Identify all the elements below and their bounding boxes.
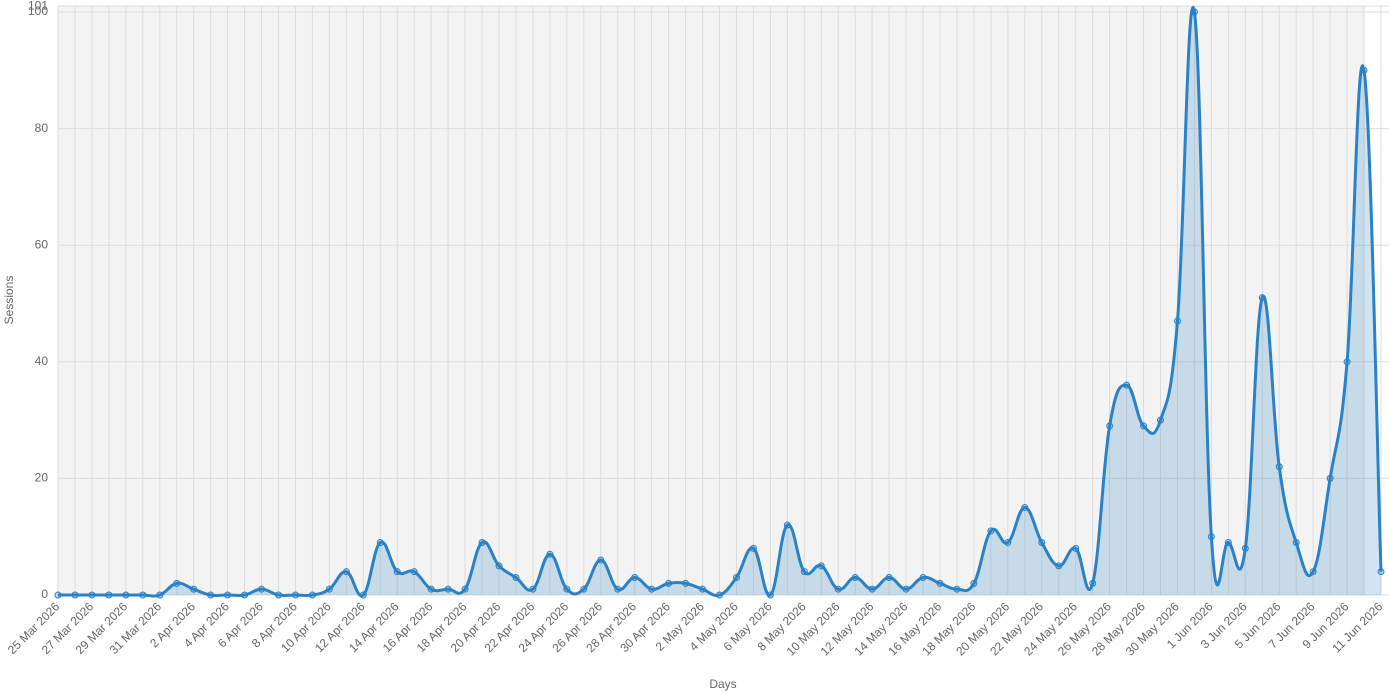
point (88, 591, 96, 599)
point (732, 574, 740, 582)
y-tick-label: 0 (41, 587, 48, 601)
point (580, 585, 588, 593)
point (325, 585, 333, 593)
point (291, 591, 299, 599)
point (699, 585, 707, 593)
point (851, 574, 859, 582)
point (342, 568, 350, 576)
point (648, 585, 656, 593)
y-tick-label: 101 (28, 0, 48, 12)
point (665, 579, 673, 587)
point (834, 585, 842, 593)
point (1123, 381, 1131, 389)
point (1055, 562, 1063, 570)
point (783, 521, 791, 529)
point (258, 585, 266, 593)
point (495, 562, 503, 570)
y-axis-title: Sessions (2, 276, 16, 325)
point (461, 585, 469, 593)
point (868, 585, 876, 593)
point (376, 539, 384, 547)
point (529, 585, 537, 593)
y-tick-label: 100 (28, 4, 48, 18)
point (682, 579, 690, 587)
point (987, 527, 995, 535)
point (936, 579, 944, 587)
point (190, 585, 198, 593)
point (766, 591, 774, 599)
point (902, 585, 910, 593)
point (970, 579, 978, 587)
line (58, 6, 1383, 598)
point (716, 591, 723, 599)
point (275, 591, 282, 599)
point (1224, 539, 1232, 547)
point (1038, 539, 1046, 547)
point (308, 591, 316, 599)
point (478, 539, 486, 547)
point (359, 591, 367, 599)
point (1004, 539, 1012, 547)
point (614, 585, 622, 593)
point (1089, 579, 1097, 587)
point (224, 591, 232, 599)
point (1326, 474, 1334, 482)
point (1140, 422, 1148, 430)
point (1021, 504, 1029, 512)
point (139, 591, 147, 599)
y-tick-label: 60 (35, 237, 49, 251)
point (919, 574, 927, 582)
point (1360, 66, 1368, 74)
y-tick-label: 20 (35, 471, 49, 485)
point (444, 585, 452, 593)
point (156, 591, 164, 599)
point (546, 550, 554, 558)
point (1292, 539, 1300, 547)
point (1343, 358, 1351, 366)
point (800, 568, 808, 576)
point (885, 574, 893, 582)
point (1207, 533, 1215, 541)
plot-background (58, 6, 1364, 595)
point (71, 591, 79, 599)
point (122, 591, 130, 599)
point (1275, 463, 1283, 471)
point (1106, 422, 1114, 430)
point (1309, 568, 1317, 576)
point (1173, 317, 1181, 325)
point (817, 562, 825, 570)
point (597, 556, 605, 564)
point (631, 574, 639, 582)
point (173, 579, 181, 587)
point (512, 574, 520, 582)
point (207, 591, 215, 599)
point (953, 585, 961, 593)
point (54, 591, 62, 599)
point (563, 585, 571, 593)
point (427, 585, 435, 593)
point (410, 568, 418, 576)
point (1072, 544, 1080, 552)
area (58, 7, 1381, 597)
point (1241, 544, 1249, 552)
y-tick-label: 80 (35, 121, 49, 135)
point (1190, 8, 1198, 16)
point (105, 591, 113, 599)
point (393, 568, 401, 576)
y-tick-label: 40 (35, 354, 49, 368)
point (1258, 294, 1266, 302)
point (749, 544, 757, 552)
x-axis-title: Days (709, 677, 736, 691)
point (241, 591, 249, 599)
point (1157, 416, 1164, 424)
point (1377, 568, 1385, 576)
